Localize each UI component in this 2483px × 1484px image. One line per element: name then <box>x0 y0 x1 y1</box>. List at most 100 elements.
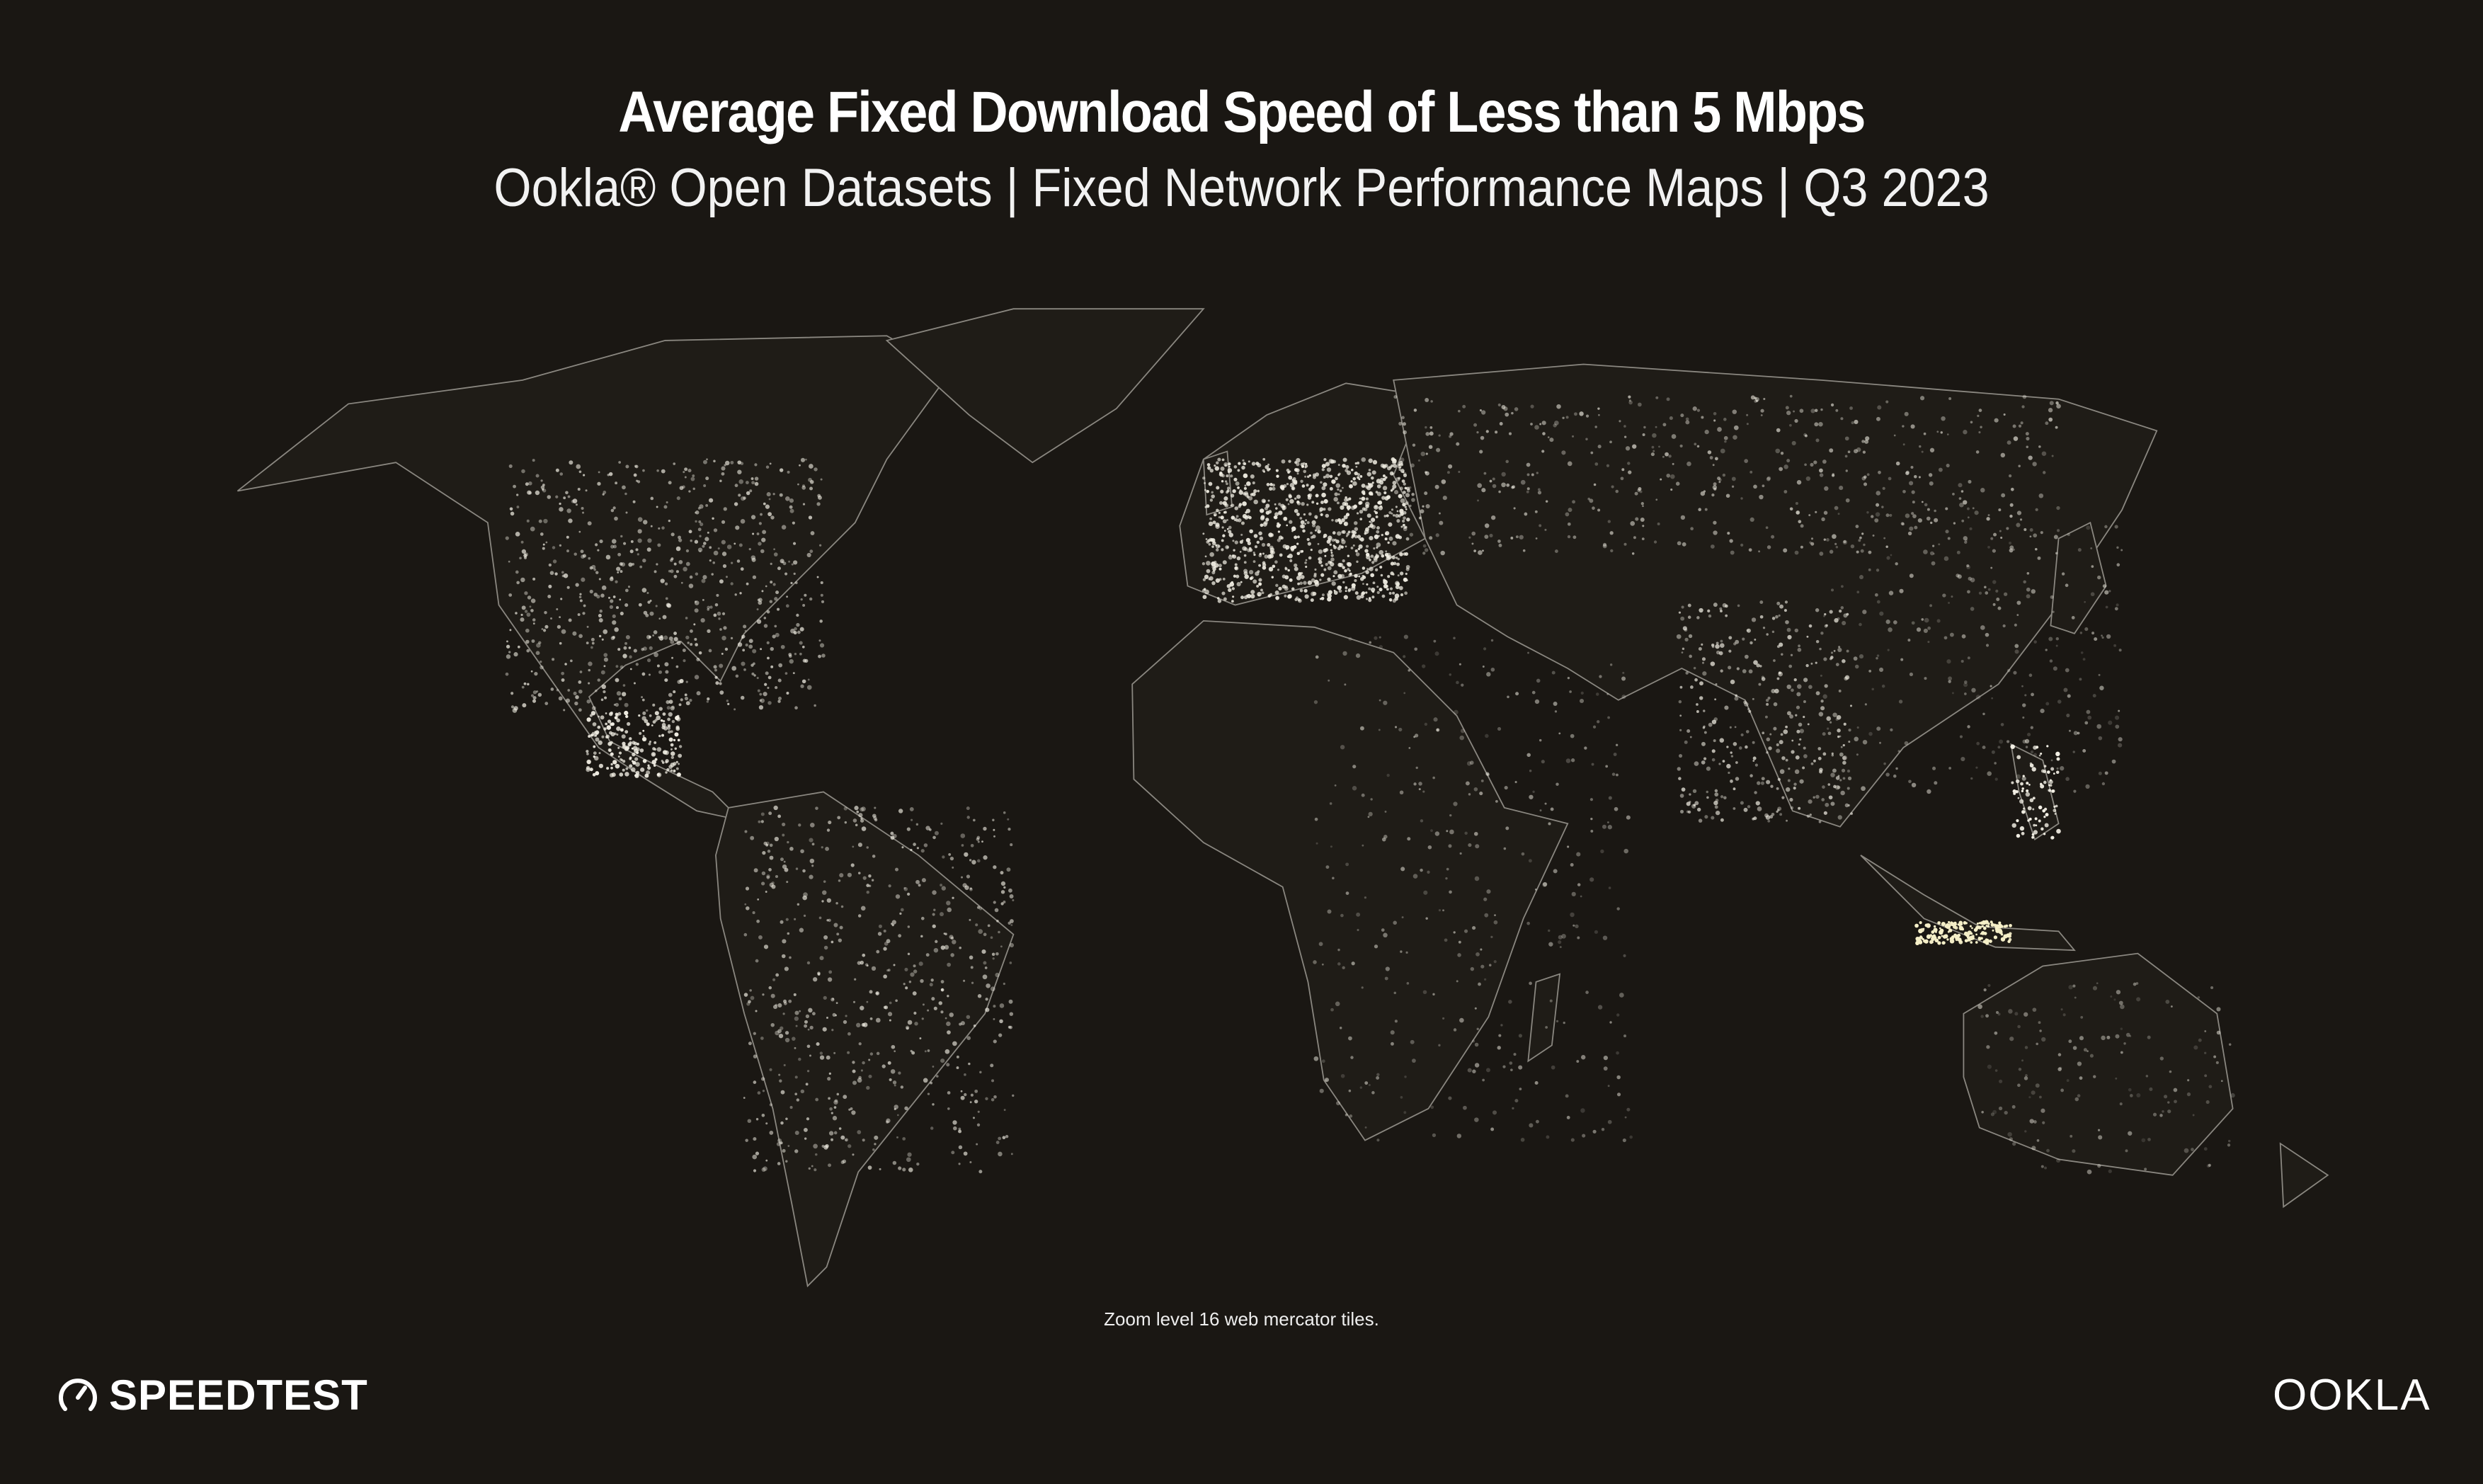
speed-tile-point <box>1832 712 1837 717</box>
speed-tile-point <box>2025 432 2029 436</box>
speed-tile-point <box>595 737 600 742</box>
speed-tile-point <box>1379 477 1384 482</box>
speed-tile-point <box>966 1015 971 1020</box>
speed-tile-point <box>1854 736 1859 742</box>
speed-tile-point <box>1345 513 1350 517</box>
speed-tile-point <box>1946 463 1950 468</box>
speed-tile-point <box>1284 566 1287 569</box>
speed-tile-point <box>1374 568 1379 571</box>
speed-tile-point <box>1799 409 1804 413</box>
speed-tile-point <box>1859 654 1864 659</box>
speed-tile-point <box>1842 755 1847 760</box>
speed-tile-point <box>992 818 995 821</box>
speed-tile-point <box>1506 483 1510 487</box>
speed-tile-point <box>1312 473 1316 477</box>
speed-tile-point <box>1662 455 1665 458</box>
speed-tile-point <box>1998 921 2002 925</box>
speed-tile-point <box>789 846 794 851</box>
speed-tile-point <box>588 556 591 560</box>
speed-tile-point <box>700 617 705 623</box>
speed-tile-point <box>1789 797 1793 802</box>
speed-tile-point <box>1333 496 1338 502</box>
speed-tile-point <box>1566 1116 1570 1119</box>
speed-tile-point <box>1910 424 1915 429</box>
speed-tile-point <box>1754 399 1757 403</box>
speed-tile-point <box>794 1010 799 1015</box>
speed-tile-point <box>1261 498 1266 503</box>
speed-tile-point <box>826 898 832 903</box>
speed-tile-point <box>1436 447 1441 452</box>
speed-tile-point <box>1950 921 1953 925</box>
speed-tile-point <box>2051 789 2055 793</box>
speed-tile-point <box>770 1022 775 1027</box>
speed-tile-point <box>1974 510 1979 515</box>
speed-tile-point <box>985 1097 988 1101</box>
speed-tile-point <box>642 738 646 741</box>
speed-tile-point <box>2084 627 2089 632</box>
speed-tile-point <box>847 1144 852 1148</box>
speed-tile-point <box>1735 694 1737 697</box>
speed-tile-point <box>1310 549 1313 552</box>
speed-tile-point <box>1939 928 1944 933</box>
speed-tile-point <box>794 1046 797 1049</box>
speed-tile-point <box>1518 1034 1522 1038</box>
speed-tile-point <box>1939 927 1941 930</box>
speed-tile-point <box>1919 445 1922 448</box>
speed-tile-point <box>2053 535 2058 540</box>
speed-tile-point <box>951 1151 955 1155</box>
speed-tile-point <box>1202 476 1206 480</box>
speed-tile-point <box>678 763 680 765</box>
speed-tile-point <box>1336 1101 1341 1106</box>
speed-tile-point <box>658 617 661 620</box>
speed-tile-point <box>1759 494 1764 500</box>
speed-tile-point <box>508 464 513 468</box>
speed-tile-point <box>620 562 626 567</box>
speed-tile-point <box>731 561 734 564</box>
speed-tile-point <box>938 1001 942 1005</box>
speed-tile-point <box>1851 421 1854 425</box>
speed-tile-point <box>2049 659 2053 663</box>
speed-tile-point <box>588 735 591 738</box>
speed-tile-point <box>2025 1074 2028 1077</box>
speed-tile-point <box>1887 649 1890 651</box>
speed-tile-point <box>2041 1037 2046 1042</box>
speed-tile-point <box>670 706 675 711</box>
speed-tile-point <box>1266 483 1270 486</box>
speed-tile-point <box>933 908 936 911</box>
speed-tile-point <box>833 923 838 928</box>
speed-tile-point <box>1473 787 1478 792</box>
speed-tile-point <box>894 1108 896 1111</box>
speed-tile-point <box>2023 1076 2028 1080</box>
speed-tile-point <box>2152 1112 2157 1117</box>
speed-tile-point <box>1927 789 1931 794</box>
speed-tile-point <box>1274 590 1279 595</box>
speed-tile-point <box>1574 412 1577 416</box>
speed-tile-point <box>1539 423 1542 426</box>
speed-tile-point <box>1274 512 1279 517</box>
speed-tile-point <box>887 1012 893 1017</box>
speed-tile-point <box>820 478 823 481</box>
speed-tile-point <box>799 464 801 467</box>
speed-tile-point <box>615 678 620 683</box>
speed-tile-point <box>1919 396 1925 401</box>
speed-tile-point <box>692 474 695 477</box>
speed-tile-point <box>857 1078 862 1083</box>
speed-tile-point <box>2018 1068 2022 1071</box>
speed-tile-point <box>1842 744 1845 747</box>
speed-tile-point <box>1311 520 1316 525</box>
speed-tile-point <box>898 934 902 938</box>
speed-tile-point <box>1524 512 1528 516</box>
speed-tile-point <box>2009 548 2014 553</box>
speed-tile-point <box>616 566 621 571</box>
speed-tile-point <box>1949 939 1955 944</box>
speed-tile-point <box>1655 498 1658 501</box>
speed-tile-point <box>1529 769 1532 772</box>
speed-tile-point <box>2227 1139 2231 1143</box>
speed-tile-point <box>721 552 727 556</box>
speed-tile-point <box>2021 831 2025 835</box>
speed-tile-point <box>2022 703 2026 707</box>
speed-tile-point <box>1220 489 1224 493</box>
speed-tile-point <box>2009 545 2014 550</box>
speed-tile-point <box>1296 494 1301 499</box>
